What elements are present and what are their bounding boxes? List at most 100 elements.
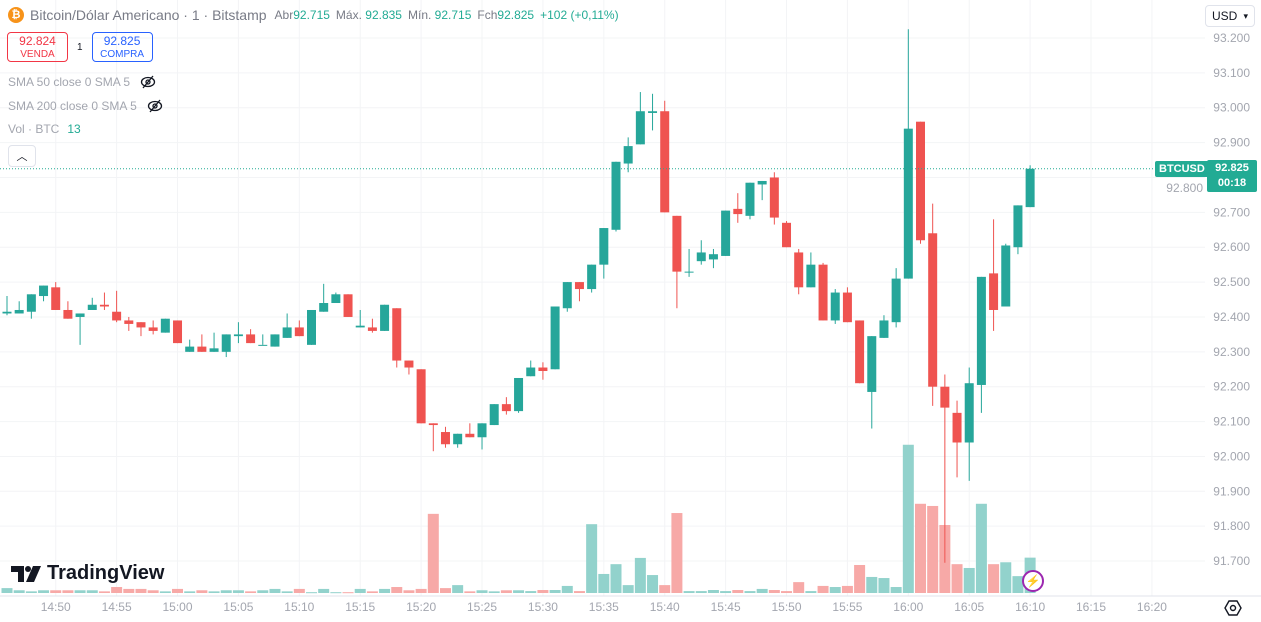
price-tick-label: 92.600 <box>1213 240 1250 254</box>
candle-body <box>63 309 73 319</box>
low-value: 92.715 <box>434 8 472 22</box>
volume-bar <box>756 588 768 593</box>
buy-label: COMPRA <box>100 49 145 60</box>
indicator-sma200[interactable]: SMA 200 close 0 SMA 5 <box>8 98 163 114</box>
volume-bar <box>878 578 890 593</box>
candle <box>538 362 548 380</box>
time-tick-label: 15:45 <box>711 600 741 614</box>
price-tick-label: 93.100 <box>1213 66 1250 80</box>
time-tick-label: 16:20 <box>1137 600 1167 614</box>
volume-bar <box>561 585 573 593</box>
candle <box>51 282 61 310</box>
volume-bar <box>86 590 98 593</box>
candle <box>416 369 426 424</box>
volume-bar <box>427 513 439 593</box>
candle-body <box>964 383 974 443</box>
sell-button[interactable]: 92.824 VENDA <box>7 32 68 62</box>
candle-body <box>307 309 316 345</box>
eye-off-icon[interactable] <box>147 98 163 114</box>
candle-body <box>538 367 548 372</box>
candle-body <box>39 285 49 297</box>
candle-body <box>477 423 487 438</box>
lightning-icon[interactable]: ⚡ <box>1022 570 1044 592</box>
candle-body <box>916 121 925 241</box>
candle-body <box>1013 205 1023 248</box>
candle-body <box>976 276 986 385</box>
price-tick-label: 92.000 <box>1213 449 1250 463</box>
candle <box>331 292 341 304</box>
volume-bar <box>415 588 427 593</box>
volume-bar <box>659 585 671 593</box>
candle <box>221 334 231 358</box>
volume-bar <box>866 576 878 593</box>
candle <box>757 180 767 201</box>
volume-bar <box>1000 562 1012 593</box>
candle-body <box>562 282 572 309</box>
eye-off-icon[interactable] <box>140 74 156 90</box>
candle-body <box>952 412 962 443</box>
open-label: Abr <box>274 8 294 22</box>
volume-bar <box>647 575 659 593</box>
candle-body <box>806 264 816 288</box>
volume-bar <box>829 587 841 593</box>
time-tick-label: 16:15 <box>1076 600 1106 614</box>
symbol-price-tag: BTCUSD <box>1155 161 1209 177</box>
volume-bar <box>573 591 585 593</box>
candle <box>489 404 499 426</box>
candle-body <box>574 282 584 290</box>
volume-value: 13 <box>67 122 81 136</box>
price-tick-label: 92.800 <box>1166 181 1203 195</box>
candle <box>501 397 511 415</box>
symbol-title[interactable]: Bitcoin/Dólar Americano · 1 · Bitstamp <box>30 7 267 23</box>
tradingview-logo[interactable]: TradingView <box>11 562 164 585</box>
price-tick-label: 91.800 <box>1213 519 1250 533</box>
volume-bar <box>123 588 135 593</box>
buy-button[interactable]: 92.825 COMPRA <box>91 32 153 62</box>
candle-body <box>246 334 256 344</box>
collapse-legend-button[interactable]: ︿ <box>8 145 36 167</box>
volume-bar <box>208 591 220 593</box>
candle <box>842 287 852 323</box>
candle-body <box>2 311 12 314</box>
volume-bar <box>220 590 232 593</box>
volume-bar <box>306 592 317 594</box>
candle-body <box>331 294 341 304</box>
candle <box>574 282 584 302</box>
indicator-label: SMA 50 close 0 SMA 5 <box>8 75 131 89</box>
volume-bar <box>500 590 512 593</box>
candle <box>806 252 816 288</box>
candle <box>87 297 97 310</box>
candle-body <box>769 177 779 218</box>
candle <box>367 318 377 333</box>
candle-body <box>599 228 609 265</box>
price-axis: 93.200 93.100 93.000 92.900 92.800 92.700 92.6… <box>1166 31 1250 568</box>
candle <box>696 240 706 265</box>
candle <box>782 221 792 248</box>
candle-body <box>550 306 560 370</box>
chevron-up-icon: ︿ <box>16 151 28 163</box>
candle <box>173 320 183 344</box>
volume-bar <box>549 590 561 593</box>
candle-body <box>136 322 146 328</box>
volume-bar <box>671 513 683 593</box>
indicator-sma50[interactable]: SMA 50 close 0 SMA 5 <box>8 74 156 90</box>
candle-body <box>855 320 865 384</box>
settings-icon[interactable] <box>1224 599 1242 617</box>
currency-select[interactable]: USD ▾ <box>1205 5 1255 27</box>
indicator-volume[interactable]: Vol · BTC 13 <box>8 122 81 136</box>
last-price-value: 92.825 <box>1215 162 1249 174</box>
volume-bars <box>1 444 1036 594</box>
candle-body <box>14 309 24 314</box>
candle <box>635 92 645 145</box>
bitcoin-icon: ₿ <box>8 7 24 23</box>
price-tick-label: 92.900 <box>1213 136 1250 150</box>
candle <box>233 322 243 344</box>
volume-bar <box>330 592 342 594</box>
volume-bar <box>915 503 926 593</box>
candle <box>477 423 487 450</box>
volume-bar <box>707 590 719 593</box>
volume-bar <box>805 591 817 593</box>
close-value: 92.825 <box>497 8 535 22</box>
volume-bar <box>257 590 269 593</box>
